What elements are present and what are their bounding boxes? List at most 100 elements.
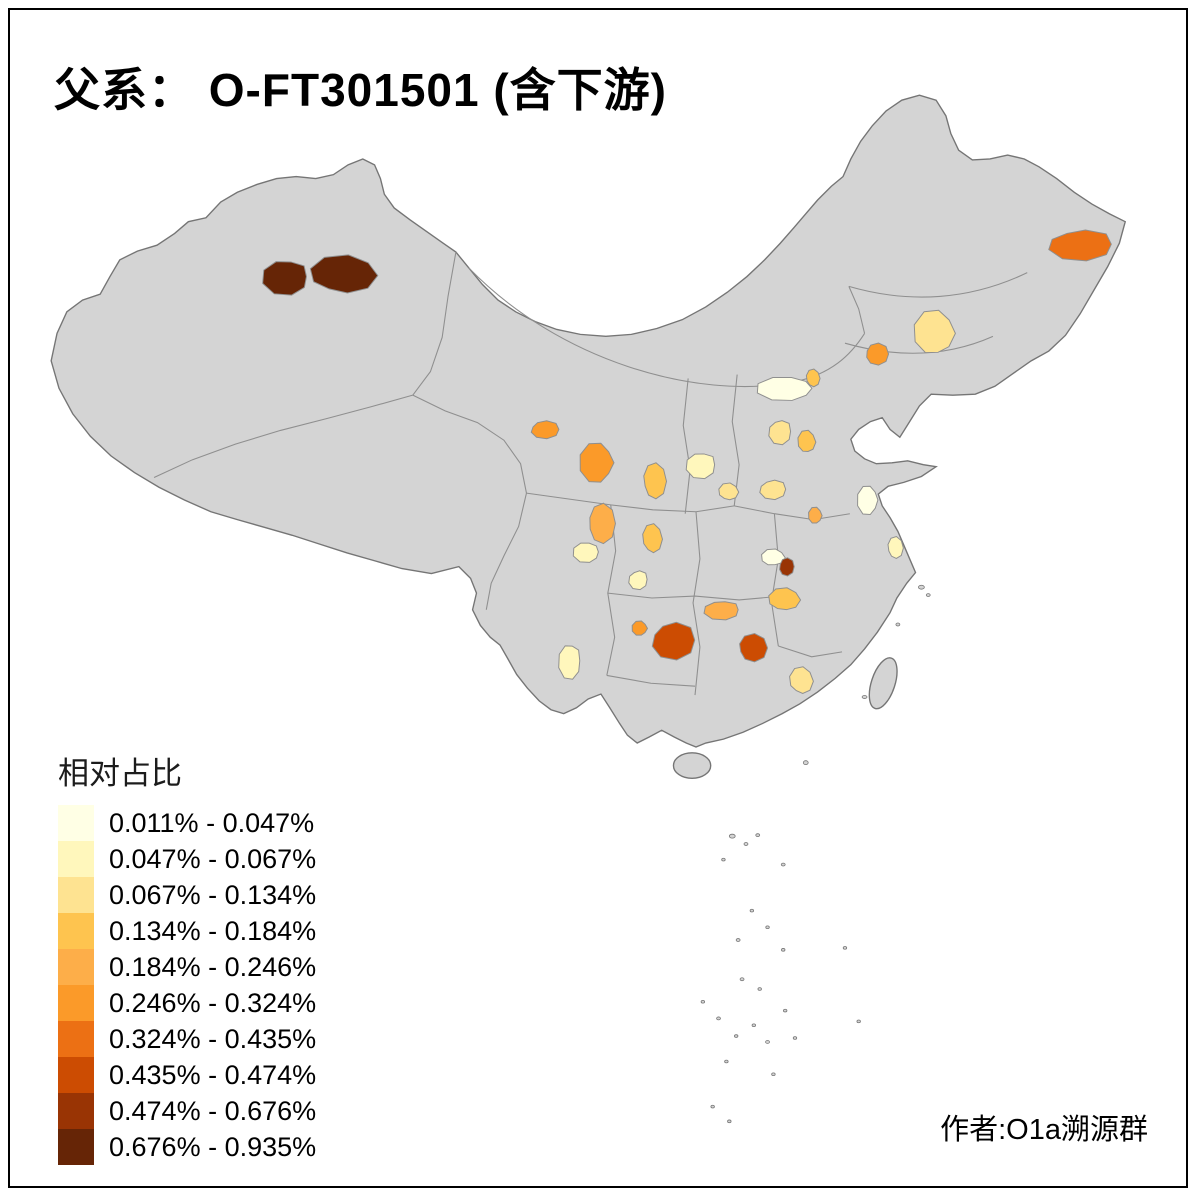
attribution: 作者:O1a溯源群 xyxy=(940,1114,1148,1146)
figure-frame: 父系： O-FT301501 (含下游) 相对占比 0.011% - 0.047… xyxy=(8,8,1188,1188)
legend-row: 0.134% - 0.184% xyxy=(58,913,316,949)
map-region xyxy=(761,548,786,566)
map-region xyxy=(572,542,599,563)
map-region xyxy=(631,620,649,636)
islet xyxy=(749,908,755,913)
map-region xyxy=(857,485,879,516)
south-china-sea-islands xyxy=(700,584,931,1124)
legend-title: 相对占比 xyxy=(58,756,182,791)
province-boundaries xyxy=(153,251,1028,696)
legend-row: 0.324% - 0.435% xyxy=(58,1021,316,1057)
legend-label: 0.011% - 0.047% xyxy=(109,807,315,838)
figure-title: 父系： O-FT301501 (含下游) xyxy=(54,64,667,116)
hainan-island xyxy=(672,752,712,780)
islet xyxy=(700,999,706,1004)
legend-swatch xyxy=(58,985,94,1021)
map-region xyxy=(262,261,307,296)
map-region xyxy=(913,309,956,354)
province-boundary xyxy=(468,267,866,388)
legend-swatch xyxy=(58,805,94,841)
islet xyxy=(716,1016,721,1021)
islet xyxy=(765,925,770,930)
map-region xyxy=(628,570,648,591)
province-boundary xyxy=(692,511,701,696)
islet xyxy=(842,946,848,950)
legend-swatch xyxy=(58,1021,94,1057)
province-boundary xyxy=(731,374,740,506)
legend-label: 0.474% - 0.676% xyxy=(109,1095,317,1126)
legend-row: 0.474% - 0.676% xyxy=(58,1093,316,1129)
map-region xyxy=(789,666,814,694)
legend-row: 0.184% - 0.246% xyxy=(58,949,316,985)
map-region xyxy=(589,502,616,545)
islet xyxy=(895,622,901,627)
map-region xyxy=(805,368,821,388)
islet xyxy=(783,1008,788,1013)
islet xyxy=(727,1119,732,1124)
legend-swatch xyxy=(58,841,94,877)
islet xyxy=(918,584,925,590)
taiwan-island xyxy=(868,657,898,710)
legend-swatch xyxy=(58,949,94,985)
islet xyxy=(771,1072,776,1077)
islet xyxy=(925,593,931,597)
islet xyxy=(743,842,749,846)
china-choropleth-map xyxy=(50,94,1127,1124)
legend-swatch xyxy=(58,1057,94,1093)
province-boundary xyxy=(778,645,843,658)
legend-label: 0.246% - 0.324% xyxy=(109,987,317,1018)
map-region xyxy=(309,254,379,294)
map-region xyxy=(866,342,890,366)
map-region xyxy=(643,462,668,500)
map-region xyxy=(579,442,615,483)
legend-label: 0.134% - 0.184% xyxy=(109,915,317,946)
legend-swatch xyxy=(58,913,94,949)
islet xyxy=(802,760,809,765)
islet xyxy=(755,833,761,838)
map-region xyxy=(739,633,769,663)
province-boundary xyxy=(606,674,696,687)
highlighted-regions xyxy=(262,229,1112,694)
map-region xyxy=(558,645,581,680)
map-region xyxy=(685,453,716,480)
islet xyxy=(780,862,786,867)
legend-rows: 0.011% - 0.047% 0.047% - 0.067% 0.067% - 0… xyxy=(58,805,316,1165)
province-boundary xyxy=(770,513,779,647)
province-boundary xyxy=(412,394,527,494)
mainland-outline xyxy=(50,94,1127,748)
islet xyxy=(724,1059,729,1064)
province-boundary xyxy=(153,394,413,478)
islet xyxy=(710,1104,715,1109)
legend-row: 0.435% - 0.474% xyxy=(58,1057,316,1093)
legend: 相对占比 0.011% - 0.047% 0.047% - 0.067% 0.067… xyxy=(58,748,316,1165)
map-region xyxy=(642,523,663,554)
map-region xyxy=(530,420,560,440)
islet xyxy=(856,1019,861,1024)
map-region xyxy=(768,587,802,611)
map-region xyxy=(1048,229,1112,262)
legend-swatch xyxy=(58,877,94,913)
legend-row: 0.047% - 0.067% xyxy=(58,841,316,877)
province-boundary xyxy=(526,492,735,513)
province-boundary xyxy=(607,592,772,601)
islet xyxy=(751,1023,756,1028)
islands xyxy=(672,584,931,1124)
islet xyxy=(792,1036,798,1040)
province-boundary xyxy=(412,251,457,396)
islet xyxy=(735,938,741,942)
legend-row: 0.246% - 0.324% xyxy=(58,985,316,1021)
province-boundary xyxy=(848,286,866,334)
legend-label: 0.676% - 0.935% xyxy=(109,1131,317,1162)
legend-label: 0.047% - 0.067% xyxy=(109,843,317,874)
islet xyxy=(765,1040,770,1044)
legend-row: 0.067% - 0.134% xyxy=(58,877,316,913)
map-region xyxy=(756,377,813,401)
legend-label: 0.067% - 0.134% xyxy=(109,879,317,910)
legend-swatch xyxy=(58,1129,94,1165)
map-region xyxy=(703,601,739,621)
legend-label: 0.324% - 0.435% xyxy=(109,1023,317,1054)
map-region xyxy=(759,479,787,501)
islet xyxy=(721,857,726,862)
map-region xyxy=(718,482,740,501)
islet xyxy=(757,987,762,991)
